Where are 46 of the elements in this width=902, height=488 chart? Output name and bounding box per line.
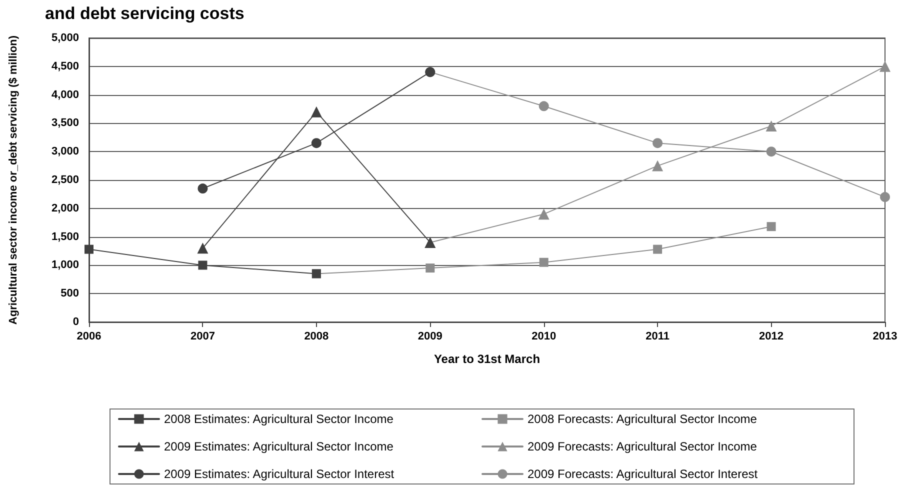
legend-label: 2009 Forecasts: Agricultural Sector Income bbox=[528, 440, 758, 454]
point bbox=[310, 106, 322, 118]
y-tick-label: 2,000 bbox=[51, 202, 79, 214]
point bbox=[197, 242, 208, 254]
y-tick-label: 5,000 bbox=[51, 32, 79, 44]
x-tick-label: 2006 bbox=[76, 330, 102, 342]
x-tick-label: 2010 bbox=[532, 330, 556, 342]
point bbox=[198, 260, 208, 270]
y-tick-label: 2,500 bbox=[51, 174, 79, 186]
x-tick-label: 2009 bbox=[418, 330, 442, 342]
point bbox=[198, 184, 208, 194]
y-tick-label: 3,500 bbox=[51, 117, 79, 130]
point bbox=[880, 192, 890, 202]
x-tick-label: 2013 bbox=[872, 330, 898, 342]
x-tick-label: 2007 bbox=[190, 330, 215, 342]
point bbox=[538, 208, 550, 220]
x-tick-label: 2012 bbox=[759, 330, 784, 342]
legend-label: 2008 Estimates: Agricultural Sector Income bbox=[164, 412, 394, 426]
point bbox=[539, 258, 548, 267]
legend-label: 2009 Estimates: Agricultural Sector Income bbox=[164, 440, 394, 454]
x-tick-label: 2011 bbox=[646, 330, 670, 342]
y-tick-label: 1,500 bbox=[51, 230, 79, 243]
y-axis-title: Agricultural sector income or_debt servicing ($ million) bbox=[8, 35, 20, 325]
point bbox=[766, 146, 776, 157]
point bbox=[652, 160, 664, 172]
point bbox=[426, 264, 435, 273]
point bbox=[311, 138, 322, 148]
point bbox=[538, 101, 549, 112]
y-tick-label: 0 bbox=[72, 316, 79, 328]
point bbox=[652, 138, 663, 148]
point bbox=[84, 244, 94, 254]
point bbox=[880, 60, 890, 72]
x-tick-label: 2008 bbox=[304, 330, 329, 342]
y-tick-label: 4,000 bbox=[51, 88, 79, 101]
y-tick-label: 500 bbox=[60, 288, 79, 300]
point bbox=[766, 120, 777, 132]
legend-label: 2009 Estimates: Agricultural Sector Interest bbox=[164, 467, 395, 481]
legend-label: 2009 Forecasts: Agricultural Sector Interest bbox=[528, 467, 758, 481]
chart-title: and debt servicing costs bbox=[45, 4, 244, 23]
x-axis-title: Year to 31st March bbox=[434, 352, 540, 366]
y-tick-label: 4,500 bbox=[51, 60, 79, 72]
y-tick-label: 1,000 bbox=[51, 259, 79, 272]
point bbox=[766, 222, 776, 232]
y-tick-label: 3,000 bbox=[51, 146, 79, 158]
legend-label: 2008 Forecasts: Agricultural Sector Income bbox=[528, 412, 758, 426]
point bbox=[653, 244, 662, 254]
